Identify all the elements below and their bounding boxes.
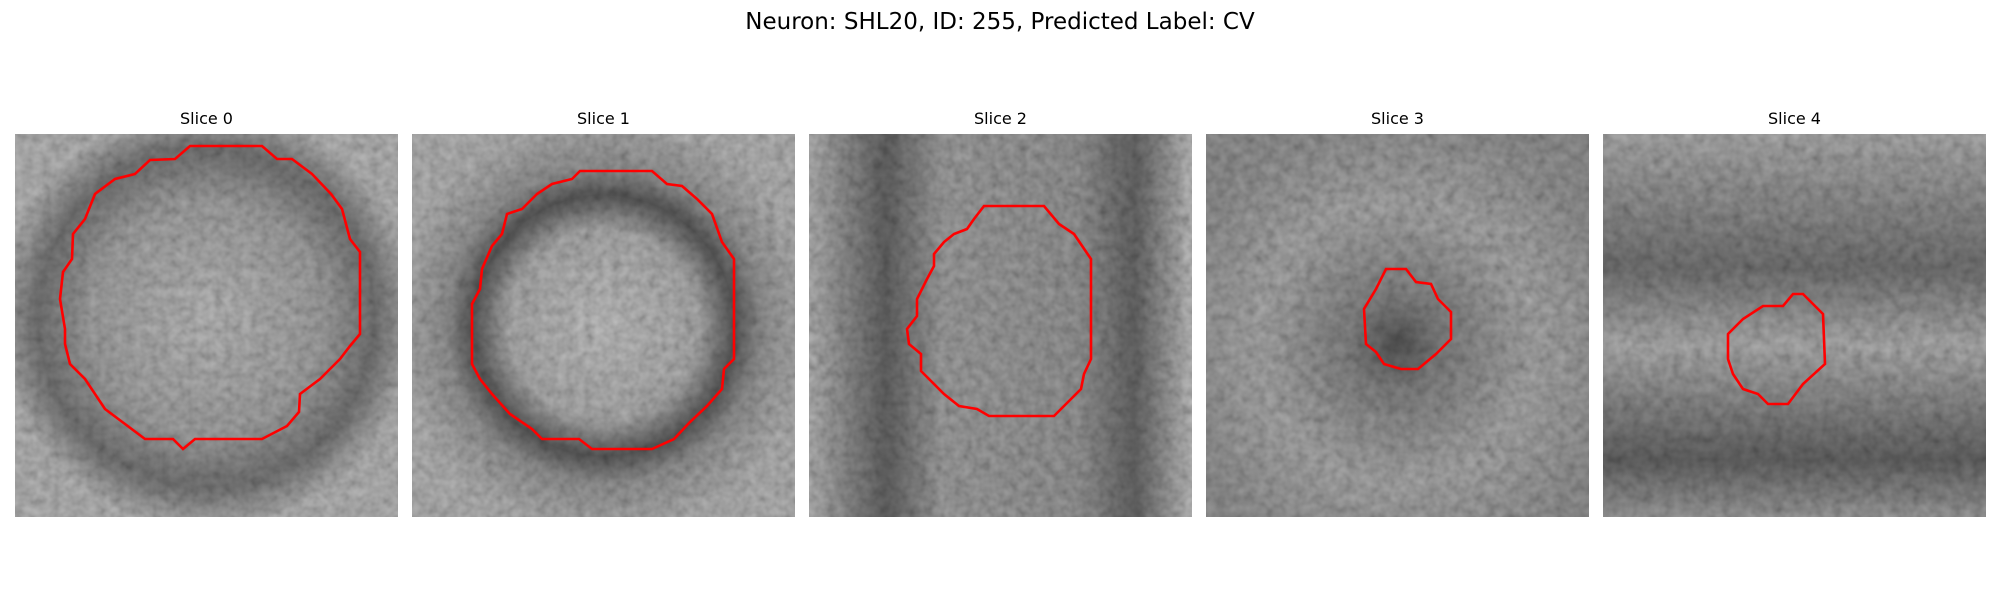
- slice-title-1: Slice 1: [577, 109, 630, 128]
- slice-panel-2: Slice 2: [809, 108, 1192, 517]
- slice-panel-3: Slice 3: [1206, 108, 1589, 517]
- slice-contour-4: [1726, 292, 1827, 406]
- slice-image-3: [1206, 134, 1589, 517]
- slice-contour-1: [470, 169, 736, 451]
- slice-title-4: Slice 4: [1768, 109, 1821, 128]
- slice-image-4: [1603, 134, 1986, 517]
- slice-image-0: [15, 134, 398, 517]
- slice-panel-0: Slice 0: [15, 108, 398, 517]
- slice-panel-1: Slice 1: [412, 108, 795, 517]
- slice-contour-3: [1362, 267, 1453, 371]
- slice-title-0: Slice 0: [180, 109, 233, 128]
- slice-title-3: Slice 3: [1371, 109, 1424, 128]
- slice-contour-2: [905, 204, 1093, 418]
- slice-image-1: [412, 134, 795, 517]
- slice-contour-0: [58, 144, 362, 451]
- slice-title-2: Slice 2: [974, 109, 1027, 128]
- figure-title: Neuron: SHL20, ID: 255, Predicted Label:…: [745, 9, 1255, 35]
- slice-image-2: [809, 134, 1192, 517]
- slice-panel-4: Slice 4: [1603, 108, 1986, 517]
